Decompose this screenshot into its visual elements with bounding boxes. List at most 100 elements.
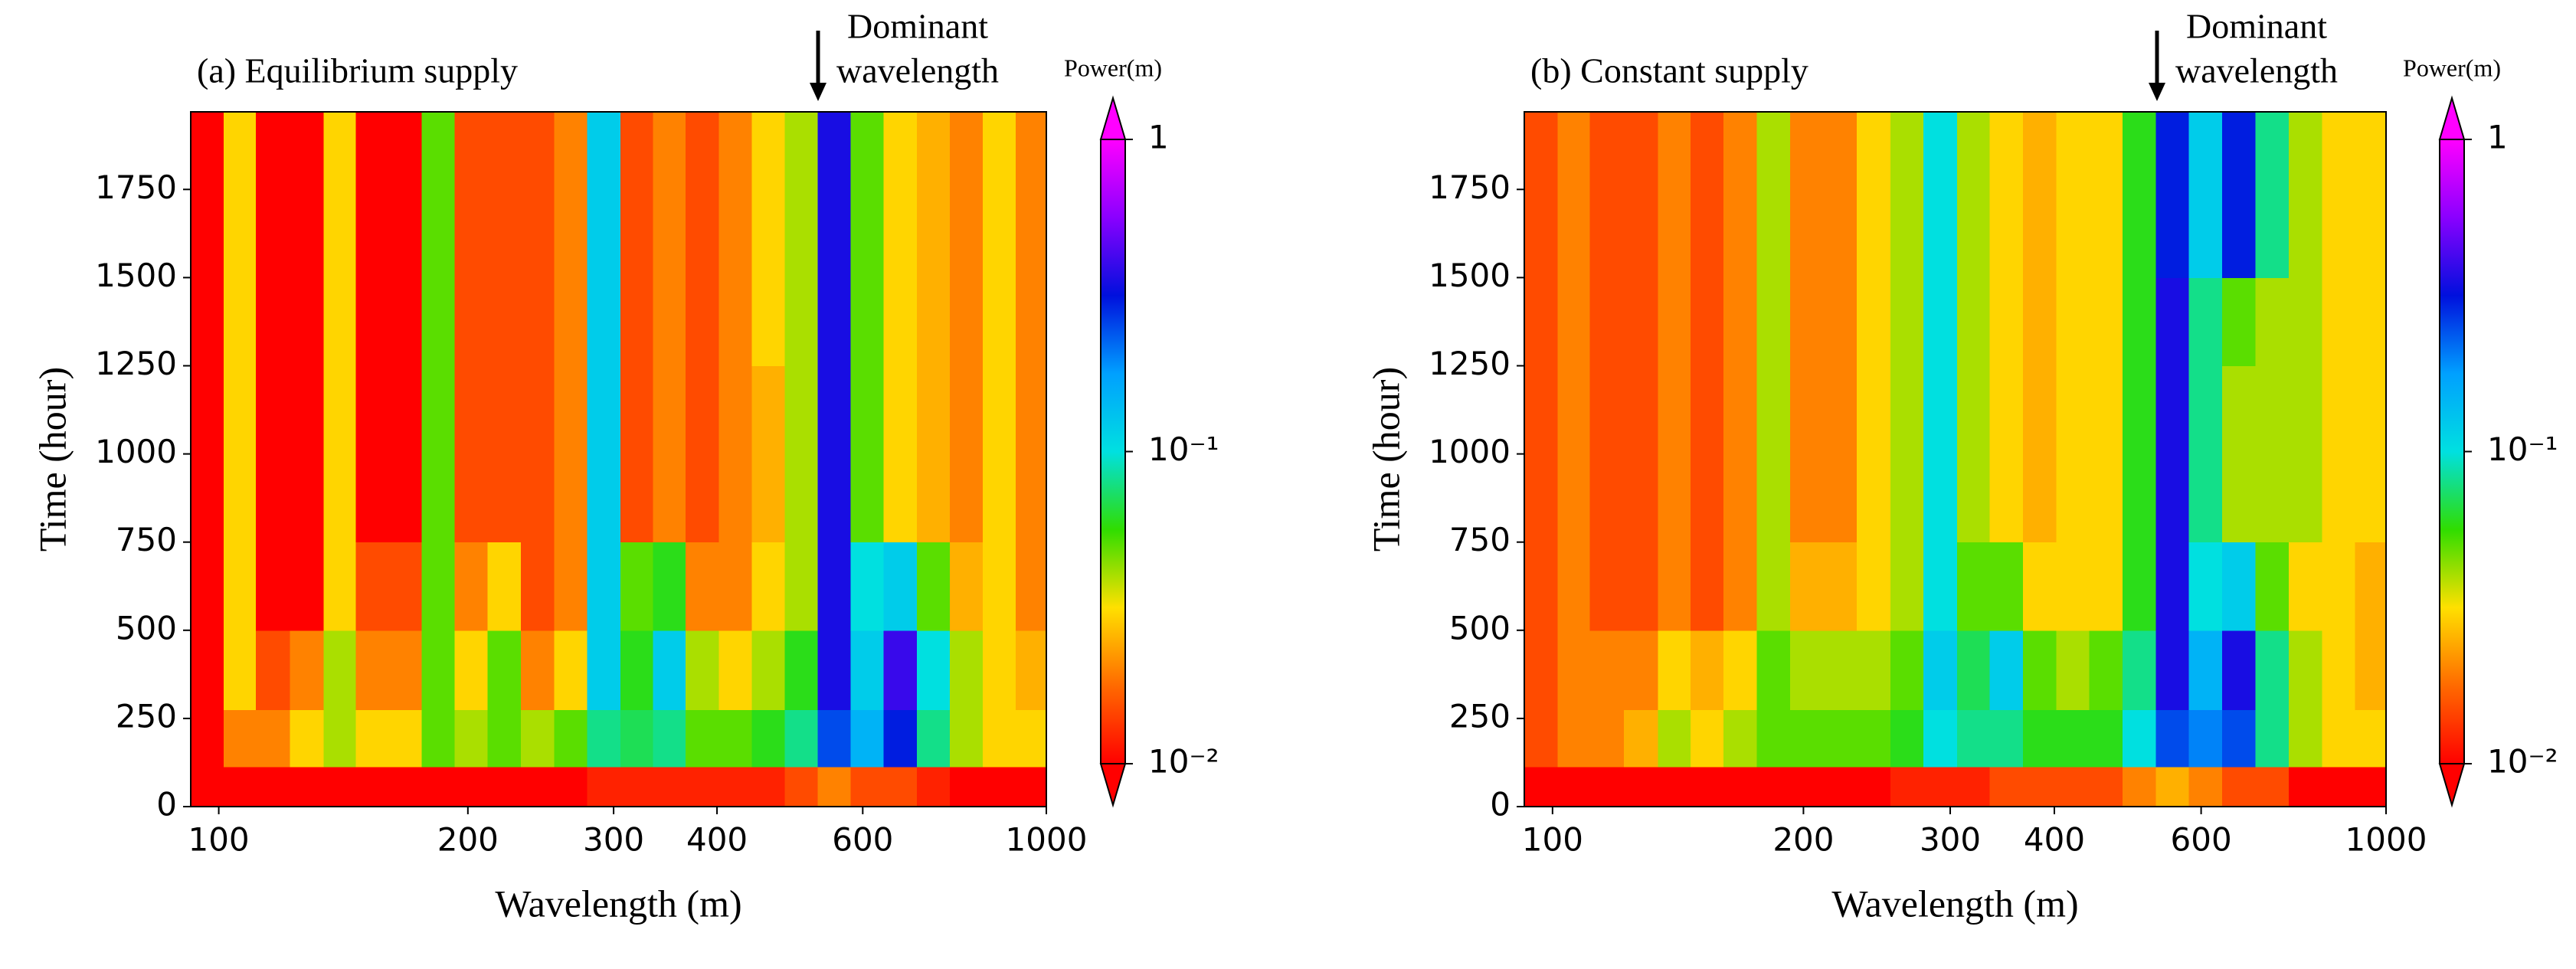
heatmap-cell — [949, 453, 984, 543]
heatmap-cell — [1690, 453, 1724, 543]
heatmap-cell — [191, 542, 224, 631]
heatmap-cell — [487, 453, 522, 543]
heatmap-cell — [2355, 767, 2387, 807]
x-tick-label: 400 — [2024, 821, 2085, 859]
heatmap-cell — [1690, 542, 1724, 631]
heatmap-cell — [2155, 189, 2189, 278]
heatmap-cell — [686, 277, 719, 366]
heatmap-cell — [388, 453, 422, 543]
heatmap-cell — [949, 277, 984, 366]
heatmap-cell — [1989, 767, 2024, 807]
heatmap-cell — [850, 365, 885, 455]
heatmap-cell — [2355, 630, 2387, 710]
heatmap-cell — [817, 189, 851, 278]
heatmap-cell — [751, 630, 786, 710]
heatmap-cell — [1756, 277, 1791, 366]
heatmap-cell — [1989, 189, 2024, 278]
annotation: wavelength — [836, 51, 999, 90]
heatmap-cell — [949, 189, 984, 278]
heatmap-cell — [817, 709, 851, 768]
heatmap-cell — [2188, 630, 2223, 710]
heatmap-cell — [487, 767, 522, 807]
heatmap-cell — [1723, 709, 1758, 768]
heatmap-cell — [421, 709, 456, 768]
heatmap-cell — [2056, 709, 2090, 768]
heatmap-cell — [1589, 767, 1625, 807]
heatmap-cell — [1756, 542, 1791, 631]
heatmap-cell — [718, 630, 752, 710]
heatmap-cell — [587, 709, 621, 768]
heatmap-cell — [191, 453, 224, 543]
heatmap-cell — [1658, 630, 1691, 710]
heatmap-cell — [653, 189, 686, 278]
heatmap-cell — [2288, 453, 2322, 543]
heatmap-cell — [421, 365, 456, 455]
heatmap-cell — [355, 542, 389, 631]
heatmap-cell — [1658, 277, 1691, 366]
heatmap-cell — [191, 709, 224, 768]
heatmap-cell — [2355, 709, 2387, 768]
heatmap-cell — [1015, 365, 1047, 455]
heatmap-cell — [686, 453, 719, 543]
heatmap-cell — [2056, 189, 2090, 278]
heatmap-cell — [1923, 542, 1958, 631]
heatmap-cell — [784, 767, 819, 807]
heatmap-cell — [191, 112, 224, 190]
heatmap-cell — [256, 365, 290, 455]
heatmap-cell — [751, 189, 786, 278]
heatmap-cell — [620, 542, 653, 631]
heatmap-cell — [1589, 453, 1625, 543]
y-tick-label: 1750 — [95, 169, 177, 206]
heatmap-cell — [1524, 630, 1558, 710]
heatmap-cell — [620, 709, 653, 768]
heatmap-cell — [686, 709, 719, 768]
heatmap-cell — [1524, 709, 1558, 768]
heatmap-cell — [487, 542, 522, 631]
heatmap-cell — [421, 277, 456, 366]
heatmap-cell — [1624, 365, 1659, 455]
heatmap-cell — [718, 112, 752, 190]
heatmap-cell — [1723, 365, 1758, 455]
heatmap-cell — [520, 365, 555, 455]
colorbar-tick-label: 1 — [1148, 119, 1169, 156]
heatmap-cell — [982, 189, 1016, 278]
y-tick-label: 0 — [156, 786, 177, 823]
heatmap-cell — [554, 767, 588, 807]
y-tick-label: 1500 — [1429, 257, 1511, 294]
heatmap-cell — [1015, 709, 1047, 768]
heatmap-cell — [355, 453, 389, 543]
heatmap-cell — [1823, 365, 1858, 455]
heatmap-cell — [850, 112, 885, 190]
heatmap-cell — [1989, 277, 2024, 366]
heatmap-cell — [2355, 365, 2387, 455]
heatmap-cell — [1589, 189, 1625, 278]
heatmap-cell — [653, 767, 686, 807]
heatmap-cell — [554, 189, 588, 278]
y-tick-label: 1250 — [95, 345, 177, 382]
heatmap-cell — [1823, 767, 1858, 807]
heatmap-cell — [2288, 709, 2322, 768]
heatmap-cell — [587, 365, 621, 455]
heatmap-cell — [520, 189, 555, 278]
heatmap-cell — [2022, 630, 2057, 710]
heatmap-cell — [2056, 112, 2090, 190]
panel-title: (b) Constant supply — [1530, 51, 1808, 90]
heatmap-cell — [2123, 277, 2156, 366]
heatmap-cell — [2123, 453, 2156, 543]
heatmap-cell — [751, 542, 786, 631]
heatmap-cell — [2089, 709, 2123, 768]
heatmap-cell — [784, 189, 819, 278]
heatmap-cell — [718, 277, 752, 366]
heatmap-cell — [784, 365, 819, 455]
heatmap-cell — [2123, 630, 2156, 710]
heatmap-cell — [1557, 630, 1591, 710]
colorbar — [1101, 139, 1125, 764]
heatmap-cell — [883, 630, 918, 710]
heatmap-cell — [620, 112, 653, 190]
heatmap-cell — [2322, 365, 2356, 455]
heatmap-cell — [1658, 365, 1691, 455]
heatmap-cell — [355, 112, 389, 190]
heatmap-cell — [1557, 365, 1591, 455]
heatmap-cell — [2022, 365, 2057, 455]
heatmap-cell — [2022, 767, 2057, 807]
